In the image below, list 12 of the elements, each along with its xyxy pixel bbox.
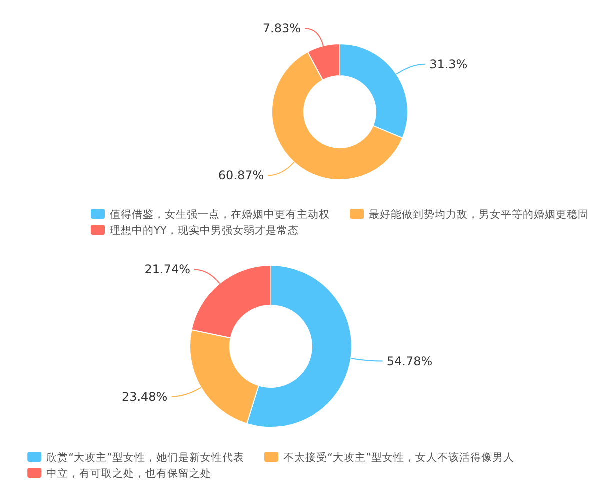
legend-label: 理想中的YY，现实中男强女弱才是常态: [110, 224, 299, 237]
legend-label: 中立，有可取之处，也有保留之处: [46, 467, 212, 480]
legend-label: 最好能做到势均力敌，男女平等的婚姻更稳固: [369, 208, 589, 221]
data-label: 7.83%: [262, 22, 302, 36]
data-label: 31.3%: [430, 57, 468, 72]
data-label: 60.87%: [218, 168, 264, 183]
data-label: 21.74%: [144, 262, 191, 277]
legend-label: 不太接受“大攻主”型女性，女人不该活得像男人: [284, 451, 514, 464]
legend-label: 值得借鉴，女生强一点，在婚姻中更有主动权: [110, 208, 330, 221]
data-label: 23.48%: [122, 390, 168, 404]
legend-label: 欣赏“大攻主”型女性，她们是新女性代表: [46, 451, 244, 464]
data-label: 54.78%: [386, 354, 433, 368]
